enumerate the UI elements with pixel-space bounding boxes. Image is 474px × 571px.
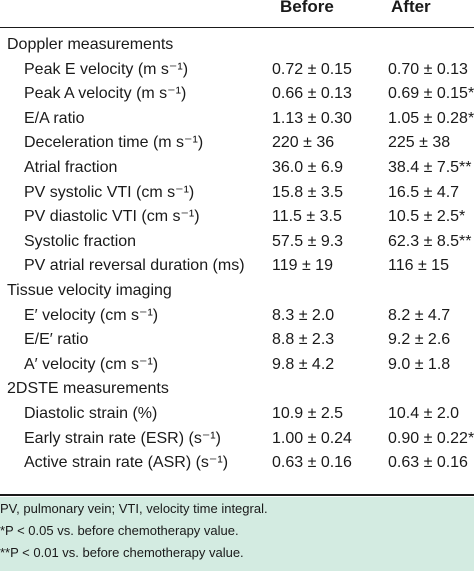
table-row: E/A ratio 1.13 ± 0.30 1.05 ± 0.28* — [0, 107, 474, 131]
row-value-after: 8.2 ± 4.7 — [388, 306, 451, 324]
row-value-after: 0.69 ± 0.15* — [388, 85, 474, 103]
row-value-before: 11.5 ± 3.5 — [272, 208, 342, 226]
row-value-after: 10.4 ± 2.0 — [388, 405, 460, 422]
table-row: Diastolic strain (%) 10.9 ± 2.5 10.4 ± 2.0 — [0, 402, 474, 426]
row-value-after: 0.90 ± 0.22* — [388, 429, 474, 447]
row-value-after: 0.63 ± 0.16 — [388, 454, 468, 472]
row-label: Active strain rate (ASR) (s⁻¹) — [24, 454, 229, 472]
table-row: Active strain rate (ASR) (s⁻¹) 0.63 ± 0.1… — [0, 451, 474, 475]
table-row: E′ velocity (cm s⁻¹) 8.3 ± 2.0 8.2 ± 4.7 — [0, 304, 474, 328]
header-rule — [0, 27, 474, 28]
row-value-after: 9.0 ± 1.8 — [388, 355, 451, 373]
row-value-before: 36.0 ± 6.9 — [272, 159, 344, 176]
row-label: Peak E velocity (m s⁻¹) — [24, 60, 189, 78]
column-header-after: After — [391, 0, 431, 16]
table-row: PV diastolic VTI (cm s⁻¹) 11.5 ± 3.5 10.5 … — [0, 205, 474, 229]
row-value-before: 119 ± 19 — [272, 257, 333, 275]
row-value-before: 8.8 ± 2.3 — [272, 331, 335, 349]
row-label: A′ velocity (cm s⁻¹) — [24, 355, 159, 373]
section-title: 2DSTE measurements — [7, 380, 169, 398]
table-row: Early strain rate (ESR) (s⁻¹) 1.00 ± 0.24… — [0, 427, 474, 451]
row-value-before: 0.63 ± 0.16 — [272, 454, 352, 472]
bottom-rule — [0, 494, 474, 496]
row-value-after: 16.5 ± 4.7 — [388, 183, 460, 201]
section-header: Doppler measurements — [0, 33, 474, 57]
row-value-after: 116 ± 15 — [388, 257, 449, 275]
row-label: Peak A velocity (m s⁻¹) — [24, 85, 187, 103]
row-value-before: 1.13 ± 0.30 — [272, 109, 352, 127]
footnote-p05: *P < 0.05 vs. before chemotherapy value. — [0, 523, 239, 538]
table-row: PV systolic VTI (cm s⁻¹) 15.8 ± 3.5 16.5 ±… — [0, 181, 474, 205]
footnote-abbreviations: PV, pulmonary vein; VTI, velocity time i… — [0, 501, 268, 516]
table-footnotes: PV, pulmonary vein; VTI, velocity time i… — [0, 497, 474, 571]
row-value-after: 10.5 ± 2.5* — [388, 208, 466, 226]
row-label: Systolic fraction — [24, 232, 137, 250]
table-row: A′ velocity (cm s⁻¹) 9.8 ± 4.2 9.0 ± 1.8 — [0, 353, 474, 377]
table-row: Atrial fraction 36.0 ± 6.9 38.4 ± 7.5** — [0, 156, 474, 180]
row-value-before: 57.5 ± 9.3 — [272, 232, 344, 250]
row-label: E/A ratio — [24, 109, 85, 127]
row-value-before: 220 ± 36 — [272, 134, 335, 152]
row-label: Deceleration time (m s⁻¹) — [24, 134, 204, 152]
row-value-after: 38.4 ± 7.5** — [388, 159, 472, 176]
row-value-before: 8.3 ± 2.0 — [272, 306, 335, 324]
row-label: E′ velocity (cm s⁻¹) — [24, 306, 159, 324]
table-row: E/E′ ratio 8.8 ± 2.3 9.2 ± 2.6 — [0, 328, 474, 352]
row-value-after: 9.2 ± 2.6 — [388, 331, 451, 349]
row-value-after: 0.70 ± 0.13 — [388, 60, 468, 78]
row-value-before: 15.8 ± 3.5 — [272, 183, 344, 201]
row-label: PV atrial reversal duration (ms) — [24, 257, 245, 275]
row-value-after: 1.05 ± 0.28* — [388, 109, 474, 127]
table-row: Deceleration time (m s⁻¹) 220 ± 36 225 ± 3… — [0, 131, 474, 155]
table-row: Peak A velocity (m s⁻¹) 0.66 ± 0.13 0.69 ±… — [0, 82, 474, 106]
row-label: Atrial fraction — [24, 159, 118, 176]
section-header: Tissue velocity imaging — [0, 279, 474, 303]
row-value-before: 9.8 ± 4.2 — [272, 355, 335, 373]
table-row: PV atrial reversal duration (ms) 119 ± 19… — [0, 254, 474, 278]
row-value-before: 0.72 ± 0.15 — [272, 60, 352, 78]
row-label: Diastolic strain (%) — [24, 405, 158, 422]
row-value-after: 62.3 ± 8.5** — [388, 232, 472, 250]
row-value-before: 0.66 ± 0.13 — [272, 85, 352, 103]
row-value-before: 1.00 ± 0.24 — [272, 429, 352, 447]
section-header: 2DSTE measurements — [0, 377, 474, 401]
table-header: Before After — [0, 0, 474, 26]
section-title: Doppler measurements — [7, 36, 174, 53]
table-row: Systolic fraction 57.5 ± 9.3 62.3 ± 8.5** — [0, 230, 474, 254]
section-title: Tissue velocity imaging — [7, 282, 172, 299]
column-header-before: Before — [280, 0, 334, 16]
row-value-after: 225 ± 38 — [388, 134, 451, 152]
row-value-before: 10.9 ± 2.5 — [272, 405, 344, 422]
row-label: PV diastolic VTI (cm s⁻¹) — [24, 208, 200, 226]
row-label: PV systolic VTI (cm s⁻¹) — [24, 183, 195, 201]
footnote-p01: **P < 0.01 vs. before chemotherapy value… — [0, 545, 244, 560]
row-label: Early strain rate (ESR) (s⁻¹) — [24, 429, 221, 447]
row-label: E/E′ ratio — [24, 331, 89, 349]
table-row: Peak E velocity (m s⁻¹) 0.72 ± 0.15 0.70 ±… — [0, 58, 474, 82]
